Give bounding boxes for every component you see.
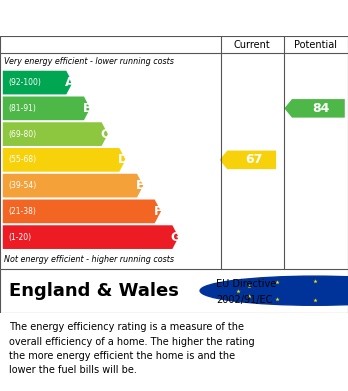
Polygon shape [220, 151, 276, 169]
Text: D: D [118, 153, 128, 166]
Polygon shape [3, 71, 72, 95]
Bar [0, 36, 348, 54]
Text: Potential: Potential [294, 40, 337, 50]
Text: 2002/91/EC: 2002/91/EC [216, 294, 272, 305]
Polygon shape [3, 174, 143, 197]
Text: E: E [136, 179, 145, 192]
Text: 67: 67 [245, 153, 263, 166]
Text: (92-100): (92-100) [8, 78, 41, 87]
Text: (69-80): (69-80) [8, 129, 36, 138]
Polygon shape [3, 225, 179, 249]
Text: Very energy efficient - lower running costs: Very energy efficient - lower running co… [4, 57, 174, 66]
Text: (21-38): (21-38) [8, 207, 36, 216]
Circle shape [200, 276, 348, 305]
Text: C: C [101, 127, 110, 141]
Polygon shape [284, 99, 345, 118]
Text: (55-68): (55-68) [8, 155, 36, 164]
Text: (1-20): (1-20) [8, 233, 31, 242]
Text: G: G [171, 231, 181, 244]
Text: EU Directive: EU Directive [216, 279, 276, 289]
Polygon shape [3, 148, 126, 172]
Text: F: F [154, 205, 163, 218]
Text: 84: 84 [312, 102, 329, 115]
Text: Energy Efficiency Rating: Energy Efficiency Rating [9, 10, 238, 28]
Text: A: A [65, 76, 74, 89]
Polygon shape [3, 97, 90, 120]
Text: Not energy efficient - higher running costs: Not energy efficient - higher running co… [4, 255, 174, 264]
Text: (81-91): (81-91) [8, 104, 36, 113]
Text: The energy efficiency rating is a measure of the
overall efficiency of a home. T: The energy efficiency rating is a measur… [9, 322, 254, 375]
Polygon shape [3, 122, 108, 146]
Text: (39-54): (39-54) [8, 181, 36, 190]
Polygon shape [3, 199, 161, 223]
Text: B: B [83, 102, 92, 115]
Text: Current: Current [234, 40, 271, 50]
Text: England & Wales: England & Wales [9, 282, 179, 300]
